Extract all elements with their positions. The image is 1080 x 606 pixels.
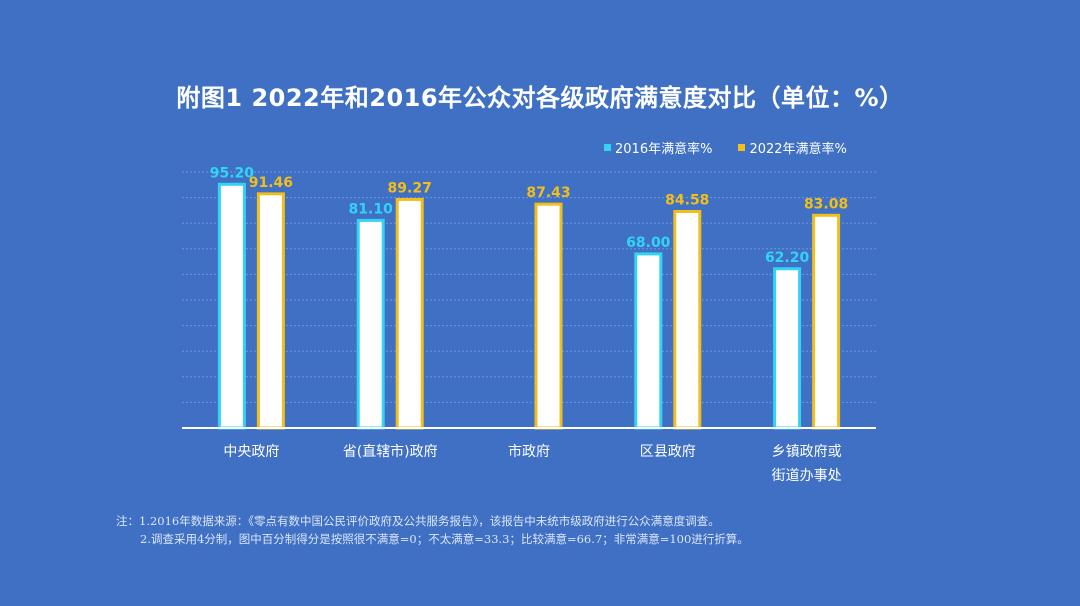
bar-2022: [256, 192, 285, 430]
category-label: 乡镇政府或: [772, 444, 842, 460]
legend-swatch-2016: [604, 144, 611, 151]
category-label: 区县政府: [640, 444, 696, 460]
legend-swatch-2022: [738, 144, 746, 151]
bar-2022: [534, 202, 563, 430]
chart-legend: 2016年满意率% 2022年满意率%: [604, 138, 847, 157]
data-label-2022: 91.46: [249, 175, 293, 191]
bar-2016: [217, 182, 246, 430]
footnote-2: 2.调查采用4分制，图中百分制得分是按照很不满意=0；不太满意=33.3；比较满…: [140, 532, 749, 546]
legend-label-2022: 2022年满意率%: [749, 142, 847, 157]
category-label: 市政府: [508, 443, 550, 460]
legend-item-2022: 2022年满意率%: [738, 138, 847, 157]
bar-2016: [773, 267, 802, 430]
bar-2022: [812, 213, 841, 430]
chart-title: 附图1 2022年和2016年公众对各级政府满意度对比（单位：%）: [176, 84, 904, 112]
data-label-2016: 95.20: [210, 165, 255, 181]
bar-2022: [673, 209, 702, 430]
legend-item-2016: 2016年满意率%: [604, 138, 712, 157]
category-label: 省(直辖市)政府: [343, 443, 438, 460]
legend-label-2016: 2016年满意率%: [615, 142, 713, 157]
bar-2016: [356, 218, 385, 430]
data-label-2016: 81.10: [349, 201, 394, 217]
bar-2022: [395, 197, 424, 430]
data-label-2022: 89.27: [388, 180, 432, 196]
data-label-2022: 87.43: [526, 185, 570, 201]
data-label-2022: 84.58: [665, 192, 709, 208]
footnotes: 注：1.2016年数据来源：《零点有数中国公民评价政府及公共服务报告》，该报告中…: [116, 512, 749, 548]
footnote-1: 注：1.2016年数据来源：《零点有数中国公民评价政府及公共服务报告》，该报告中…: [116, 514, 720, 528]
category-label: 中央政府: [223, 444, 279, 460]
data-label-2016: 68.00: [626, 235, 671, 251]
category-label: 街道办事处: [772, 468, 842, 484]
bar-2016: [634, 252, 663, 430]
data-label-2022: 83.08: [804, 196, 848, 212]
data-label-2016: 62.20: [765, 250, 810, 266]
